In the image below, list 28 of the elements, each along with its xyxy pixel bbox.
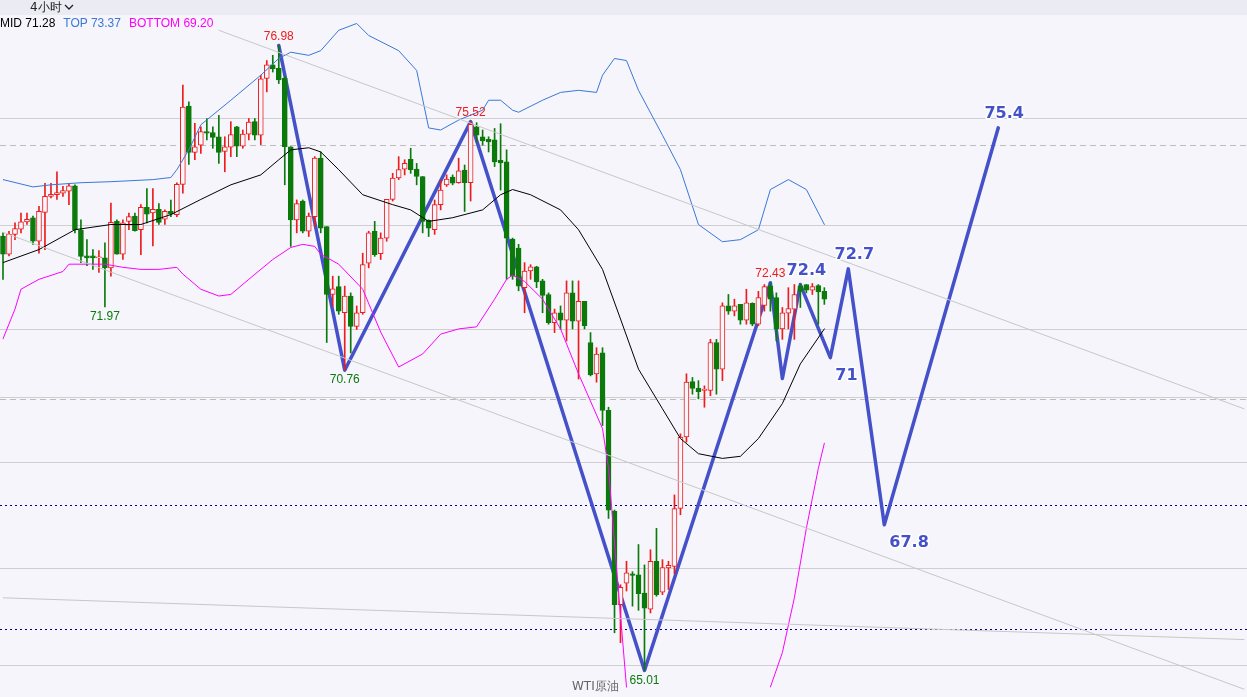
data-label: 71 (835, 364, 858, 384)
annotation: WTI原油 (572, 678, 619, 695)
candlestick (150, 188, 156, 247)
text: 65.01 (629, 672, 660, 687)
text: 71.97 (89, 309, 120, 324)
text: 72.43 (755, 266, 786, 281)
text: BOTTOM 69.20 (128, 16, 214, 30)
data-label: 75.4 (984, 103, 1024, 123)
candlestick (221, 136, 228, 173)
text: 76.98 (263, 28, 294, 43)
candlestick (329, 275, 336, 307)
candlestick (54, 171, 60, 200)
candlestick (96, 250, 102, 273)
data-label: 72.7 (834, 244, 875, 264)
text: 75.52 (455, 104, 486, 119)
data-label: 67.8 (889, 531, 929, 551)
text: MID 71.28 (0, 16, 56, 30)
text: TOP 73.37 (63, 16, 121, 30)
candlestick (90, 249, 96, 270)
data-label: 72.4 (786, 259, 827, 279)
text: 70.76 (329, 372, 360, 387)
candlestick (341, 285, 348, 371)
toolbar: 4小时 (0, 0, 1247, 15)
candlestick (84, 239, 90, 267)
annotation: 4小时 (30, 0, 62, 16)
candlestick (144, 188, 150, 224)
candlestick (102, 242, 108, 308)
candlestick (204, 118, 210, 141)
